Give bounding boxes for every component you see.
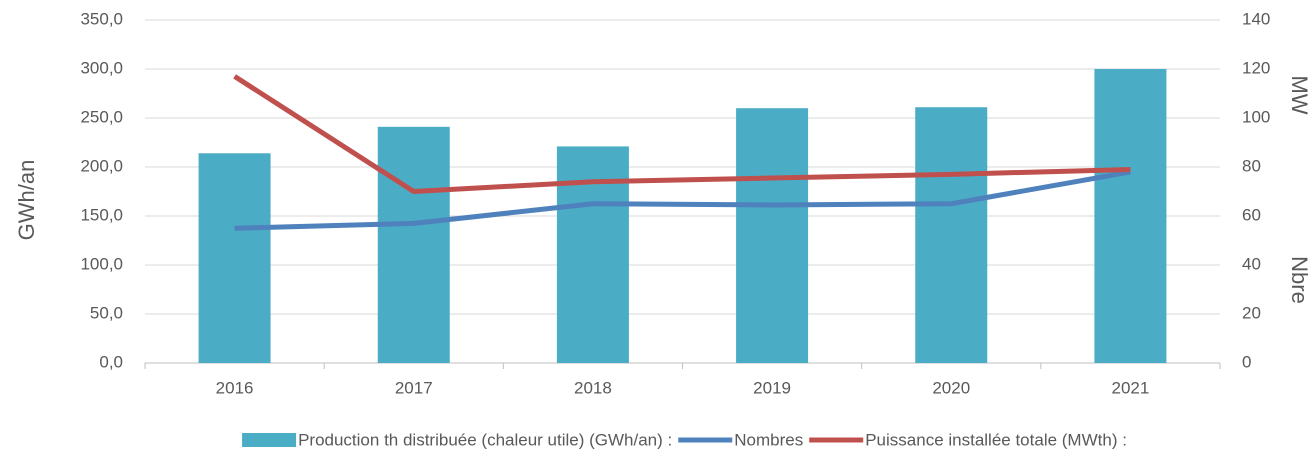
x-tick-label: 2019: [753, 378, 791, 397]
line: [233, 74, 1131, 194]
bar: [1094, 69, 1167, 363]
y2-axis-title: MW: [1287, 75, 1312, 114]
y2-tick-label: 120: [1242, 58, 1270, 77]
y2-tick-label: 40: [1242, 254, 1261, 273]
legend-label: Production th distribuée (chaleur utile)…: [298, 430, 672, 449]
y-tick-label: 250,0: [80, 107, 123, 126]
x-tick-label: 2020: [932, 378, 970, 397]
y-tick-label: 50,0: [90, 303, 123, 322]
y2-tick-label: 60: [1242, 205, 1261, 224]
bar: [377, 126, 450, 363]
y-tick-label: 0,0: [99, 352, 123, 371]
y2-tick-label: 0: [1242, 352, 1251, 371]
y-axis-title: GWh/an: [14, 160, 39, 241]
y2-tick-label: 20: [1242, 303, 1261, 322]
y2-tick-label: 100: [1242, 107, 1270, 126]
y2-axis-title: Nbre: [1287, 256, 1312, 304]
y-tick-label: 100,0: [80, 254, 123, 273]
legend-swatch: [242, 433, 297, 447]
y-tick-label: 300,0: [80, 58, 123, 77]
x-tick-label: 2021: [1112, 378, 1150, 397]
y-tick-label: 350,0: [80, 9, 123, 28]
legend: Production th distribuée (chaleur utile)…: [242, 430, 1127, 449]
y2-tick-label: 140: [1242, 9, 1270, 28]
y2-tick-label: 80: [1242, 156, 1261, 175]
y-tick-label: 150,0: [80, 205, 123, 224]
line: [234, 169, 1131, 231]
bar: [915, 107, 988, 363]
y-tick-label: 200,0: [80, 156, 123, 175]
bar: [736, 108, 809, 363]
x-tick-label: 2017: [395, 378, 433, 397]
legend-label: Puissance installée totale (MWth) :: [865, 430, 1127, 449]
legend-label: Nombres: [734, 430, 803, 449]
bar: [198, 153, 271, 363]
x-tick-label: 2016: [216, 378, 254, 397]
x-tick-label: 2018: [574, 378, 612, 397]
